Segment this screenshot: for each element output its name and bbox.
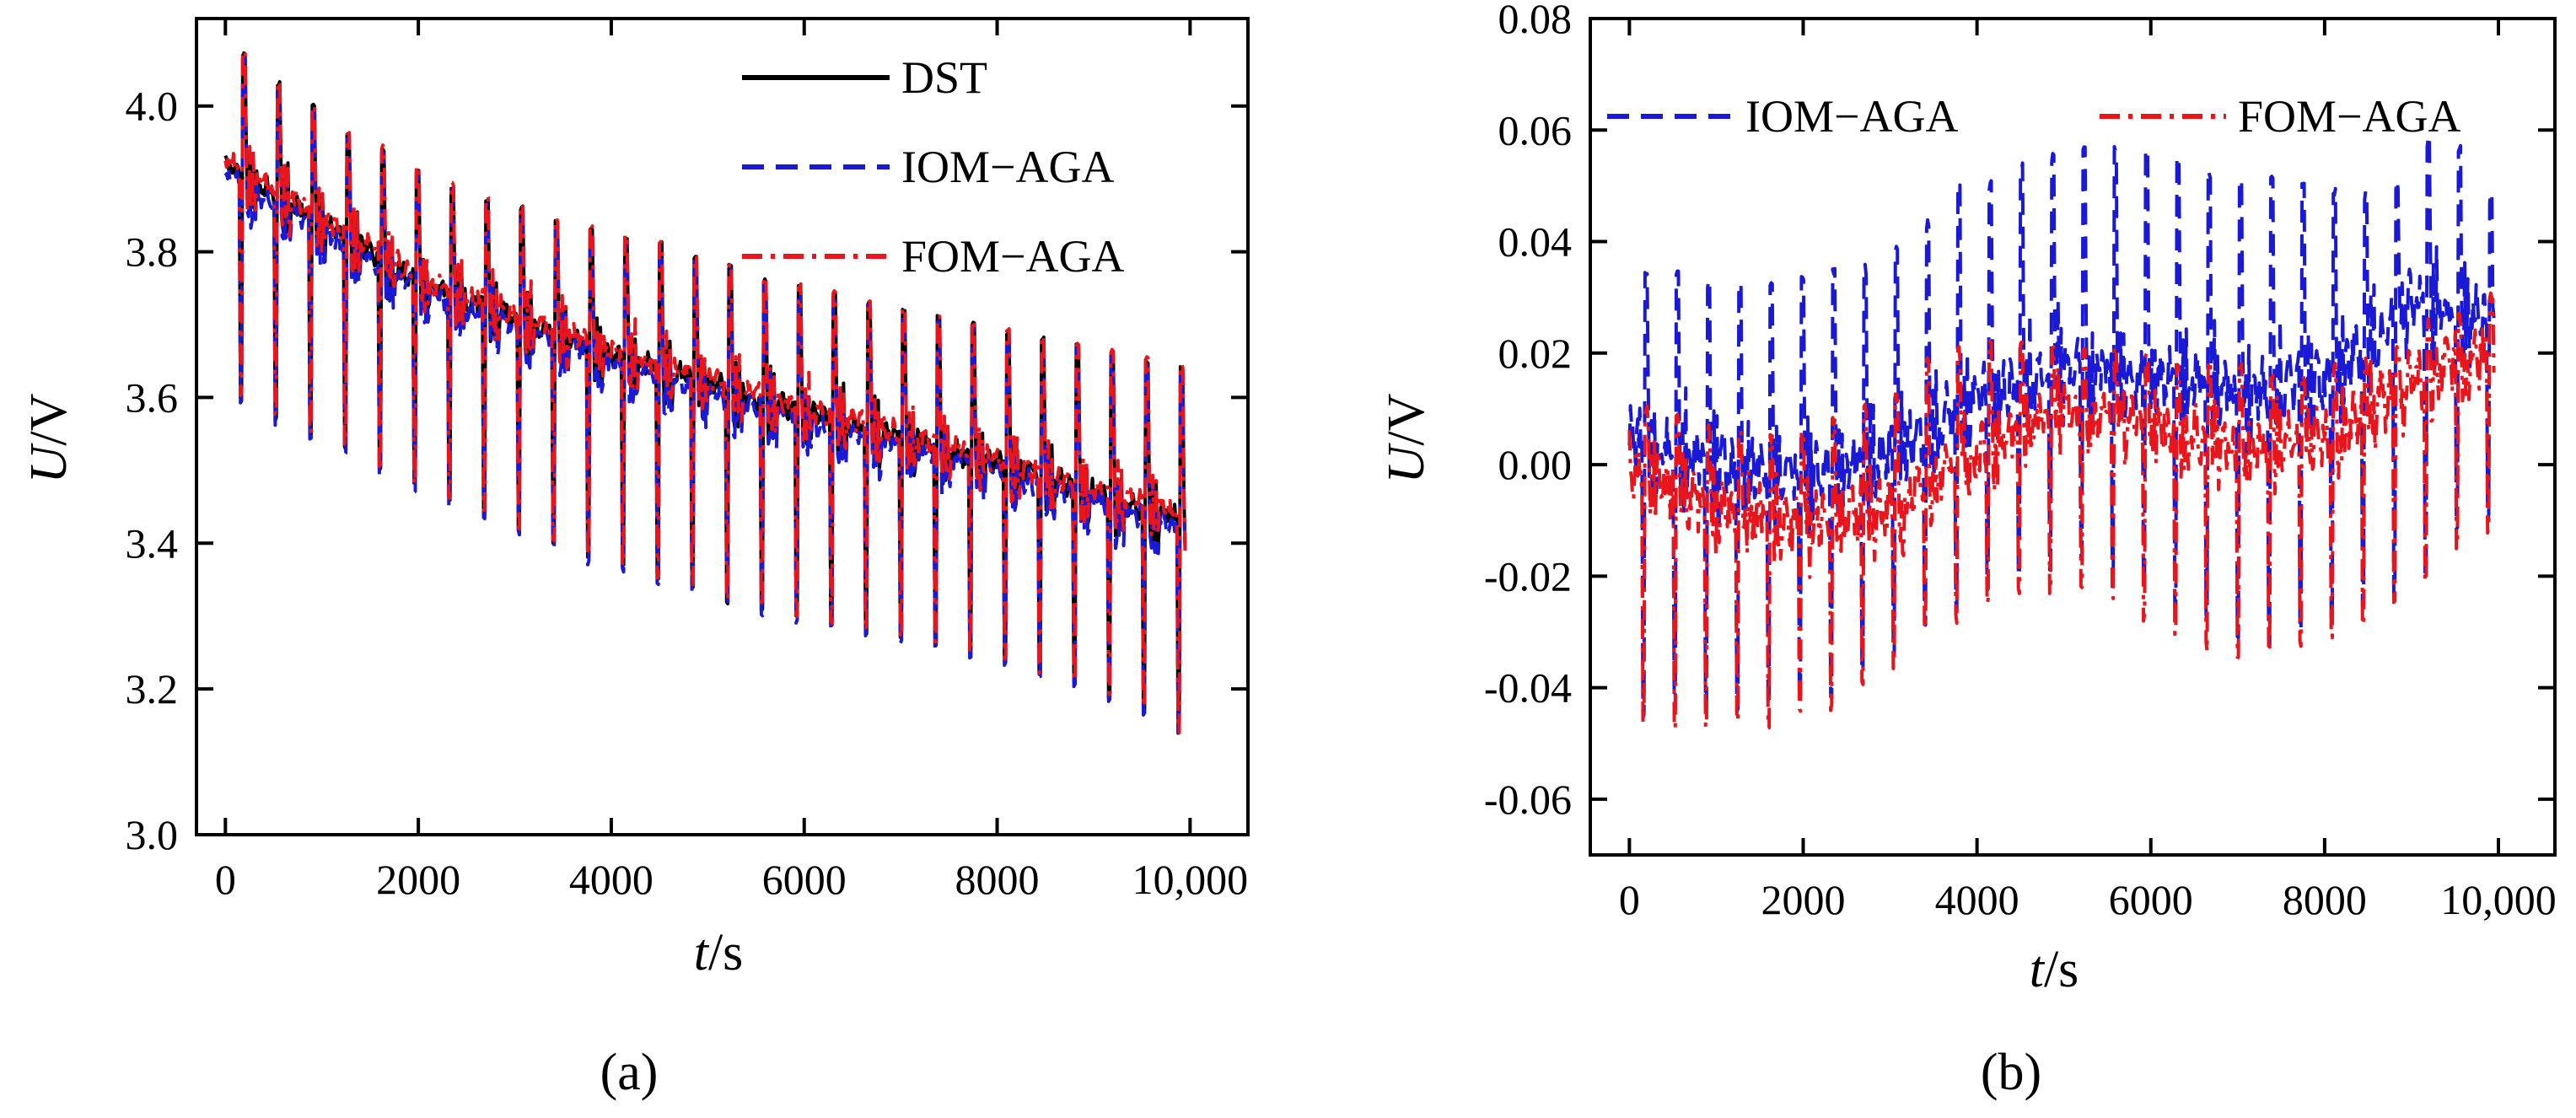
- panel-b-y-tick-label: -0.02: [1484, 552, 1572, 599]
- panel-b-axes-frame: [1589, 17, 2557, 857]
- panel-a-y-tick-label: 4.0: [126, 83, 179, 130]
- panel-b-legend-label-0: IOM−AGA: [1745, 91, 1958, 142]
- panel-a-series-fom-aga-line: [223, 48, 1187, 735]
- panel-b-legend: IOM−AGA FOM−AGA: [1607, 91, 2461, 142]
- panel-b-y-tick-label: 0.00: [1498, 441, 1573, 488]
- panel-a-label: (a): [600, 1044, 659, 1101]
- panel-b-label: (b): [1981, 1044, 2041, 1101]
- panel-a-x-tick-label: 2000: [376, 856, 460, 903]
- panel-b-ticks: 0 2000 4000 6000 8000 10,000 -0.06 -0.04 -0.02 0.…: [1484, 0, 2557, 923]
- panel-b-x-tick-label: 0: [1619, 876, 1640, 923]
- panel-a-plot-area: [223, 48, 1187, 739]
- panel-a: 0 2000 4000 6000 8000 10,000 3.0 3.2 3.4 3.6 3.8 4.…: [20, 17, 1250, 1101]
- panel-a-x-tick-label: 4000: [569, 856, 653, 903]
- panel-b-x-tick-label: 4000: [1935, 876, 2019, 923]
- panel-a-axes-frame: [195, 17, 1250, 836]
- panel-b: 0 2000 4000 6000 8000 10,000 -0.06 -0.04 -0.02 0.…: [1378, 0, 2557, 1101]
- panel-b-y-axis-label: U/V: [1378, 393, 1435, 483]
- panel-b-legend-label-1: FOM−AGA: [2238, 91, 2461, 142]
- panel-b-y-tick-label: -0.06: [1484, 776, 1572, 823]
- panel-a-x-tick-label: 6000: [762, 856, 847, 903]
- panel-b-y-tick-label: 0.06: [1498, 106, 1573, 153]
- panel-a-x-axis-label: t/s: [694, 924, 744, 981]
- panel-b-y-tick-label: 0.04: [1498, 218, 1573, 266]
- panel-a-x-tick-label: 8000: [955, 856, 1040, 903]
- panel-a-y-tick-label: 3.6: [126, 374, 179, 421]
- panel-b-x-tick-label: 10,000: [2440, 876, 2557, 923]
- panel-a-ticks: 0 2000 4000 6000 8000 10,000 3.0 3.2 3.4 3.6 3.8 4.…: [126, 19, 1249, 903]
- panel-b-y-tick-label: -0.04: [1484, 664, 1572, 712]
- panel-a-y-tick-label: 3.2: [126, 665, 179, 712]
- panel-b-x-tick-label: 6000: [2109, 876, 2193, 923]
- panel-b-x-tick-label: 8000: [2283, 876, 2367, 923]
- panel-a-y-tick-label: 3.0: [126, 811, 179, 858]
- panel-b-plot-area: [1627, 133, 2496, 731]
- panel-a-legend-label-0: DST: [901, 52, 987, 103]
- panel-a-legend-label-2: FOM−AGA: [901, 231, 1125, 282]
- panel-a-y-tick-label: 3.8: [126, 228, 179, 276]
- panel-b-y-tick-label: 0.02: [1498, 330, 1573, 377]
- panel-a-legend-label-1: IOM−AGA: [901, 142, 1114, 192]
- panel-a-legend: DST IOM−AGA FOM−AGA: [742, 52, 1125, 282]
- panel-b-series-fom-aga-line: [1627, 291, 2496, 731]
- panel-b-x-tick-label: 2000: [1761, 876, 1846, 923]
- panel-b-x-axis-label: t/s: [2030, 941, 2079, 998]
- panel-a-x-tick-label: 10,000: [1132, 856, 1249, 903]
- panel-a-y-axis-label: U/V: [20, 393, 78, 483]
- panel-a-x-tick-label: 0: [215, 856, 236, 903]
- panel-a-y-tick-label: 3.4: [126, 519, 179, 567]
- panel-b-y-tick-label: 0.08: [1498, 0, 1573, 42]
